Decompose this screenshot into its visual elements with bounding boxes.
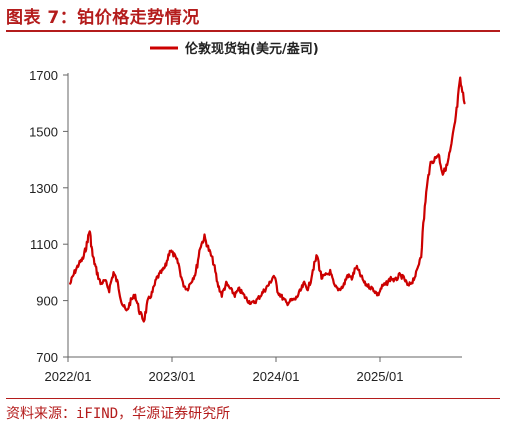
- x-tick-label: 2025/01: [357, 369, 404, 384]
- y-tick-label: 1300: [29, 181, 58, 196]
- legend: 伦敦现货铂(美元/盎司): [150, 41, 319, 57]
- series-group: [69, 76, 466, 323]
- y-tick-label: 1100: [30, 237, 58, 252]
- x-axis-ticks: 2022/01 2023/01 2024/01 2025/01: [45, 357, 404, 384]
- axes: [67, 73, 462, 358]
- title-divider: [6, 30, 500, 32]
- y-tick-label: 900: [36, 294, 58, 309]
- series-line-0: [69, 76, 466, 323]
- x-tick-label: 2022/01: [45, 369, 92, 384]
- y-axis-ticks: 700 900 1100 1300 1500 1700: [29, 68, 68, 365]
- x-tick-label: 2024/01: [253, 369, 300, 384]
- source-divider: [6, 398, 500, 399]
- source-note: 资料来源：iFIND，华源证券研究所: [6, 406, 231, 422]
- x-tick-label: 2023/01: [149, 369, 196, 384]
- y-tick-label: 1500: [29, 124, 58, 139]
- figure-title: 图表 7：铂价格走势情况: [6, 8, 200, 28]
- y-tick-label: 700: [36, 350, 58, 365]
- y-tick-label: 1700: [29, 68, 58, 83]
- legend-label: 伦敦现货铂(美元/盎司): [185, 41, 319, 57]
